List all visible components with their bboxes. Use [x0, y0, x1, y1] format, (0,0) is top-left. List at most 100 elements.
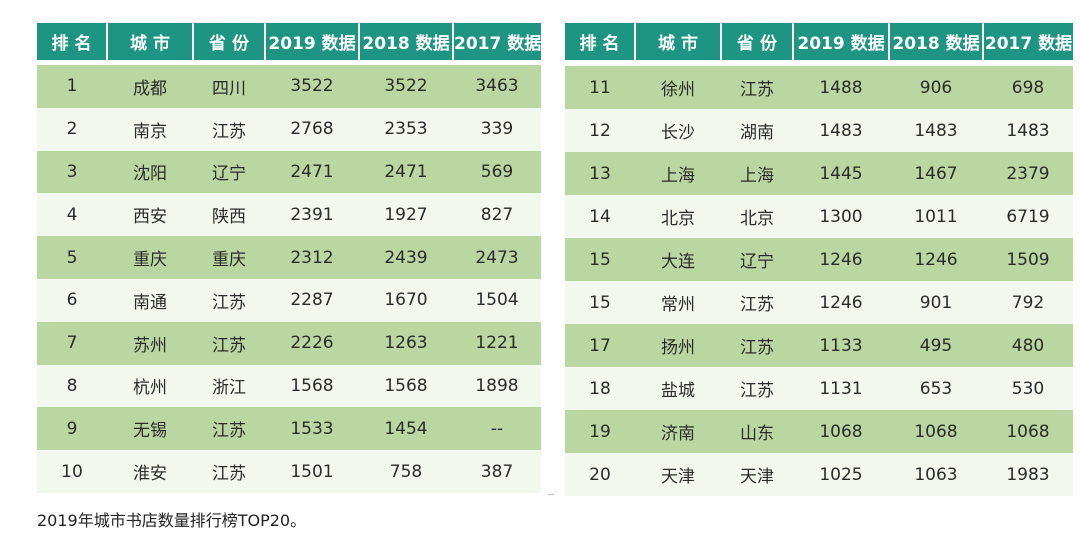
table-cell: 6: [37, 278, 107, 322]
table-cell: 8: [37, 364, 107, 408]
table-cell: 1483: [983, 109, 1073, 152]
table-cell: 901: [889, 281, 983, 324]
table-cell: 15: [565, 238, 635, 281]
column-header: 2018 数据: [888, 23, 983, 60]
table-cell: 苏州: [107, 321, 193, 365]
table-cell: 1221: [453, 321, 541, 365]
table-cell: 浙江: [193, 364, 265, 408]
table-cell: 2391: [265, 193, 359, 237]
table-cell: 成都: [107, 65, 193, 108]
table-cell: 江苏: [721, 367, 793, 410]
table-cell: 2379: [983, 152, 1073, 195]
table-cell: 906: [889, 66, 983, 109]
table-cell: 1568: [265, 364, 359, 408]
table-cell: 山东: [721, 410, 793, 453]
table-row: 12 长沙 湖南 1483 1483 1483: [565, 109, 1073, 152]
table-cell: 淮安: [107, 450, 193, 493]
table-cell: 12: [565, 109, 635, 152]
table-cell: 天津: [635, 453, 721, 496]
table-cell: 1483: [889, 109, 983, 152]
table-cell: 2471: [359, 150, 453, 194]
table-row: 9 无锡 江苏 1533 1454 --: [37, 407, 541, 451]
table-row: 10 淮安 江苏 1501 758 387: [37, 450, 541, 493]
table-cell: 重庆: [193, 236, 265, 279]
table-cell: 1068: [793, 410, 889, 453]
table-cell: 江苏: [193, 407, 265, 451]
table-cell: 大连: [635, 238, 721, 281]
table-cell: 无锡: [107, 407, 193, 451]
table-cell: 1927: [359, 193, 453, 237]
table-cell: 569: [453, 150, 541, 194]
table-cell: 1131: [793, 367, 889, 410]
table-cell: 3522: [265, 65, 359, 108]
table-cell: 2: [37, 107, 107, 151]
table-cell: 1246: [793, 281, 889, 324]
table-cell: 北京: [721, 195, 793, 238]
table-cell: 上海: [635, 152, 721, 195]
table-cell: 2471: [265, 150, 359, 194]
table-cell: 1: [37, 65, 107, 108]
table-cell: 济南: [635, 410, 721, 453]
table-row: 18 盐城 江苏 1131 653 530: [565, 367, 1073, 410]
table-cell: 杭州: [107, 364, 193, 408]
table-cell: 758: [359, 450, 453, 493]
table-cell: 1483: [793, 109, 889, 152]
table-cell: 1068: [983, 410, 1073, 453]
table-cell: 辽宁: [193, 150, 265, 194]
table-cell: 2439: [359, 236, 453, 279]
table-cell: 江苏: [721, 281, 793, 324]
table-cell: 1133: [793, 324, 889, 367]
table-cell: 18: [565, 367, 635, 410]
header-gap: [565, 60, 1073, 66]
table-cell: 1509: [983, 238, 1073, 281]
table-cell: 1263: [359, 321, 453, 365]
table-cell: 重庆: [107, 236, 193, 279]
ranking-table-right: 排 名城 市省 份 2019 数据 2018 数据 2017 数据 11 徐州 江苏 148…: [565, 23, 1073, 496]
header-gap-cell: [37, 60, 541, 65]
table-cell: 1068: [889, 410, 983, 453]
table-cell: 1454: [359, 407, 453, 451]
column-header: 2017 数据: [982, 23, 1073, 60]
table-cell: 北京: [635, 195, 721, 238]
table-cell: 5: [37, 236, 107, 279]
column-header: 省 份: [720, 23, 793, 60]
table-cell: 495: [889, 324, 983, 367]
table-row: 8 杭州 浙江 1568 1568 1898: [37, 364, 541, 408]
table-cell: 南通: [107, 278, 193, 322]
table-cell: --: [453, 407, 541, 451]
table-cell: 扬州: [635, 324, 721, 367]
table-cell: 上海: [721, 152, 793, 195]
table-cell: 1445: [793, 152, 889, 195]
table-cell: 1568: [359, 364, 453, 408]
table-cell: 15: [565, 281, 635, 324]
table-cell: 387: [453, 450, 541, 493]
table-row: 17 扬州 江苏 1133 495 480: [565, 324, 1073, 367]
table-cell: 339: [453, 107, 541, 151]
table-cell: 20: [565, 453, 635, 496]
table-cell: 1533: [265, 407, 359, 451]
table-cell: 9: [37, 407, 107, 451]
column-header: 省 份: [192, 23, 265, 60]
table-row: 5 重庆 重庆 2312 2439 2473: [37, 236, 541, 279]
table-row: 1 成都 四川 3522 3522 3463: [37, 65, 541, 108]
table-row: 15 常州 江苏 1246 901 792: [565, 281, 1073, 324]
table-row: 14 北京 北京 1300 1011 6719: [565, 195, 1073, 238]
table-cell: 698: [983, 66, 1073, 109]
header-gap: [37, 60, 541, 65]
table-cell: 3463: [453, 65, 541, 108]
table-cell: 7: [37, 321, 107, 365]
table-cell: 1011: [889, 195, 983, 238]
table-cell: 1025: [793, 453, 889, 496]
table-cell: 1670: [359, 278, 453, 322]
divider-mark: [548, 494, 554, 495]
table-cell: 4: [37, 193, 107, 237]
ranking-table-left: 排 名城 市省 份 2019 数据 2018 数据 2017 数据 1 成都 四川 3522…: [37, 23, 541, 493]
table-cell: 陕西: [193, 193, 265, 237]
table-cell: 1467: [889, 152, 983, 195]
table-cell: 1488: [793, 66, 889, 109]
table-row: 6 南通 江苏 2287 1670 1504: [37, 278, 541, 322]
column-header: 2019 数据: [792, 23, 889, 60]
table-cell: 2353: [359, 107, 453, 151]
table-cell: 13: [565, 152, 635, 195]
column-header: 2019 数据: [264, 23, 359, 60]
